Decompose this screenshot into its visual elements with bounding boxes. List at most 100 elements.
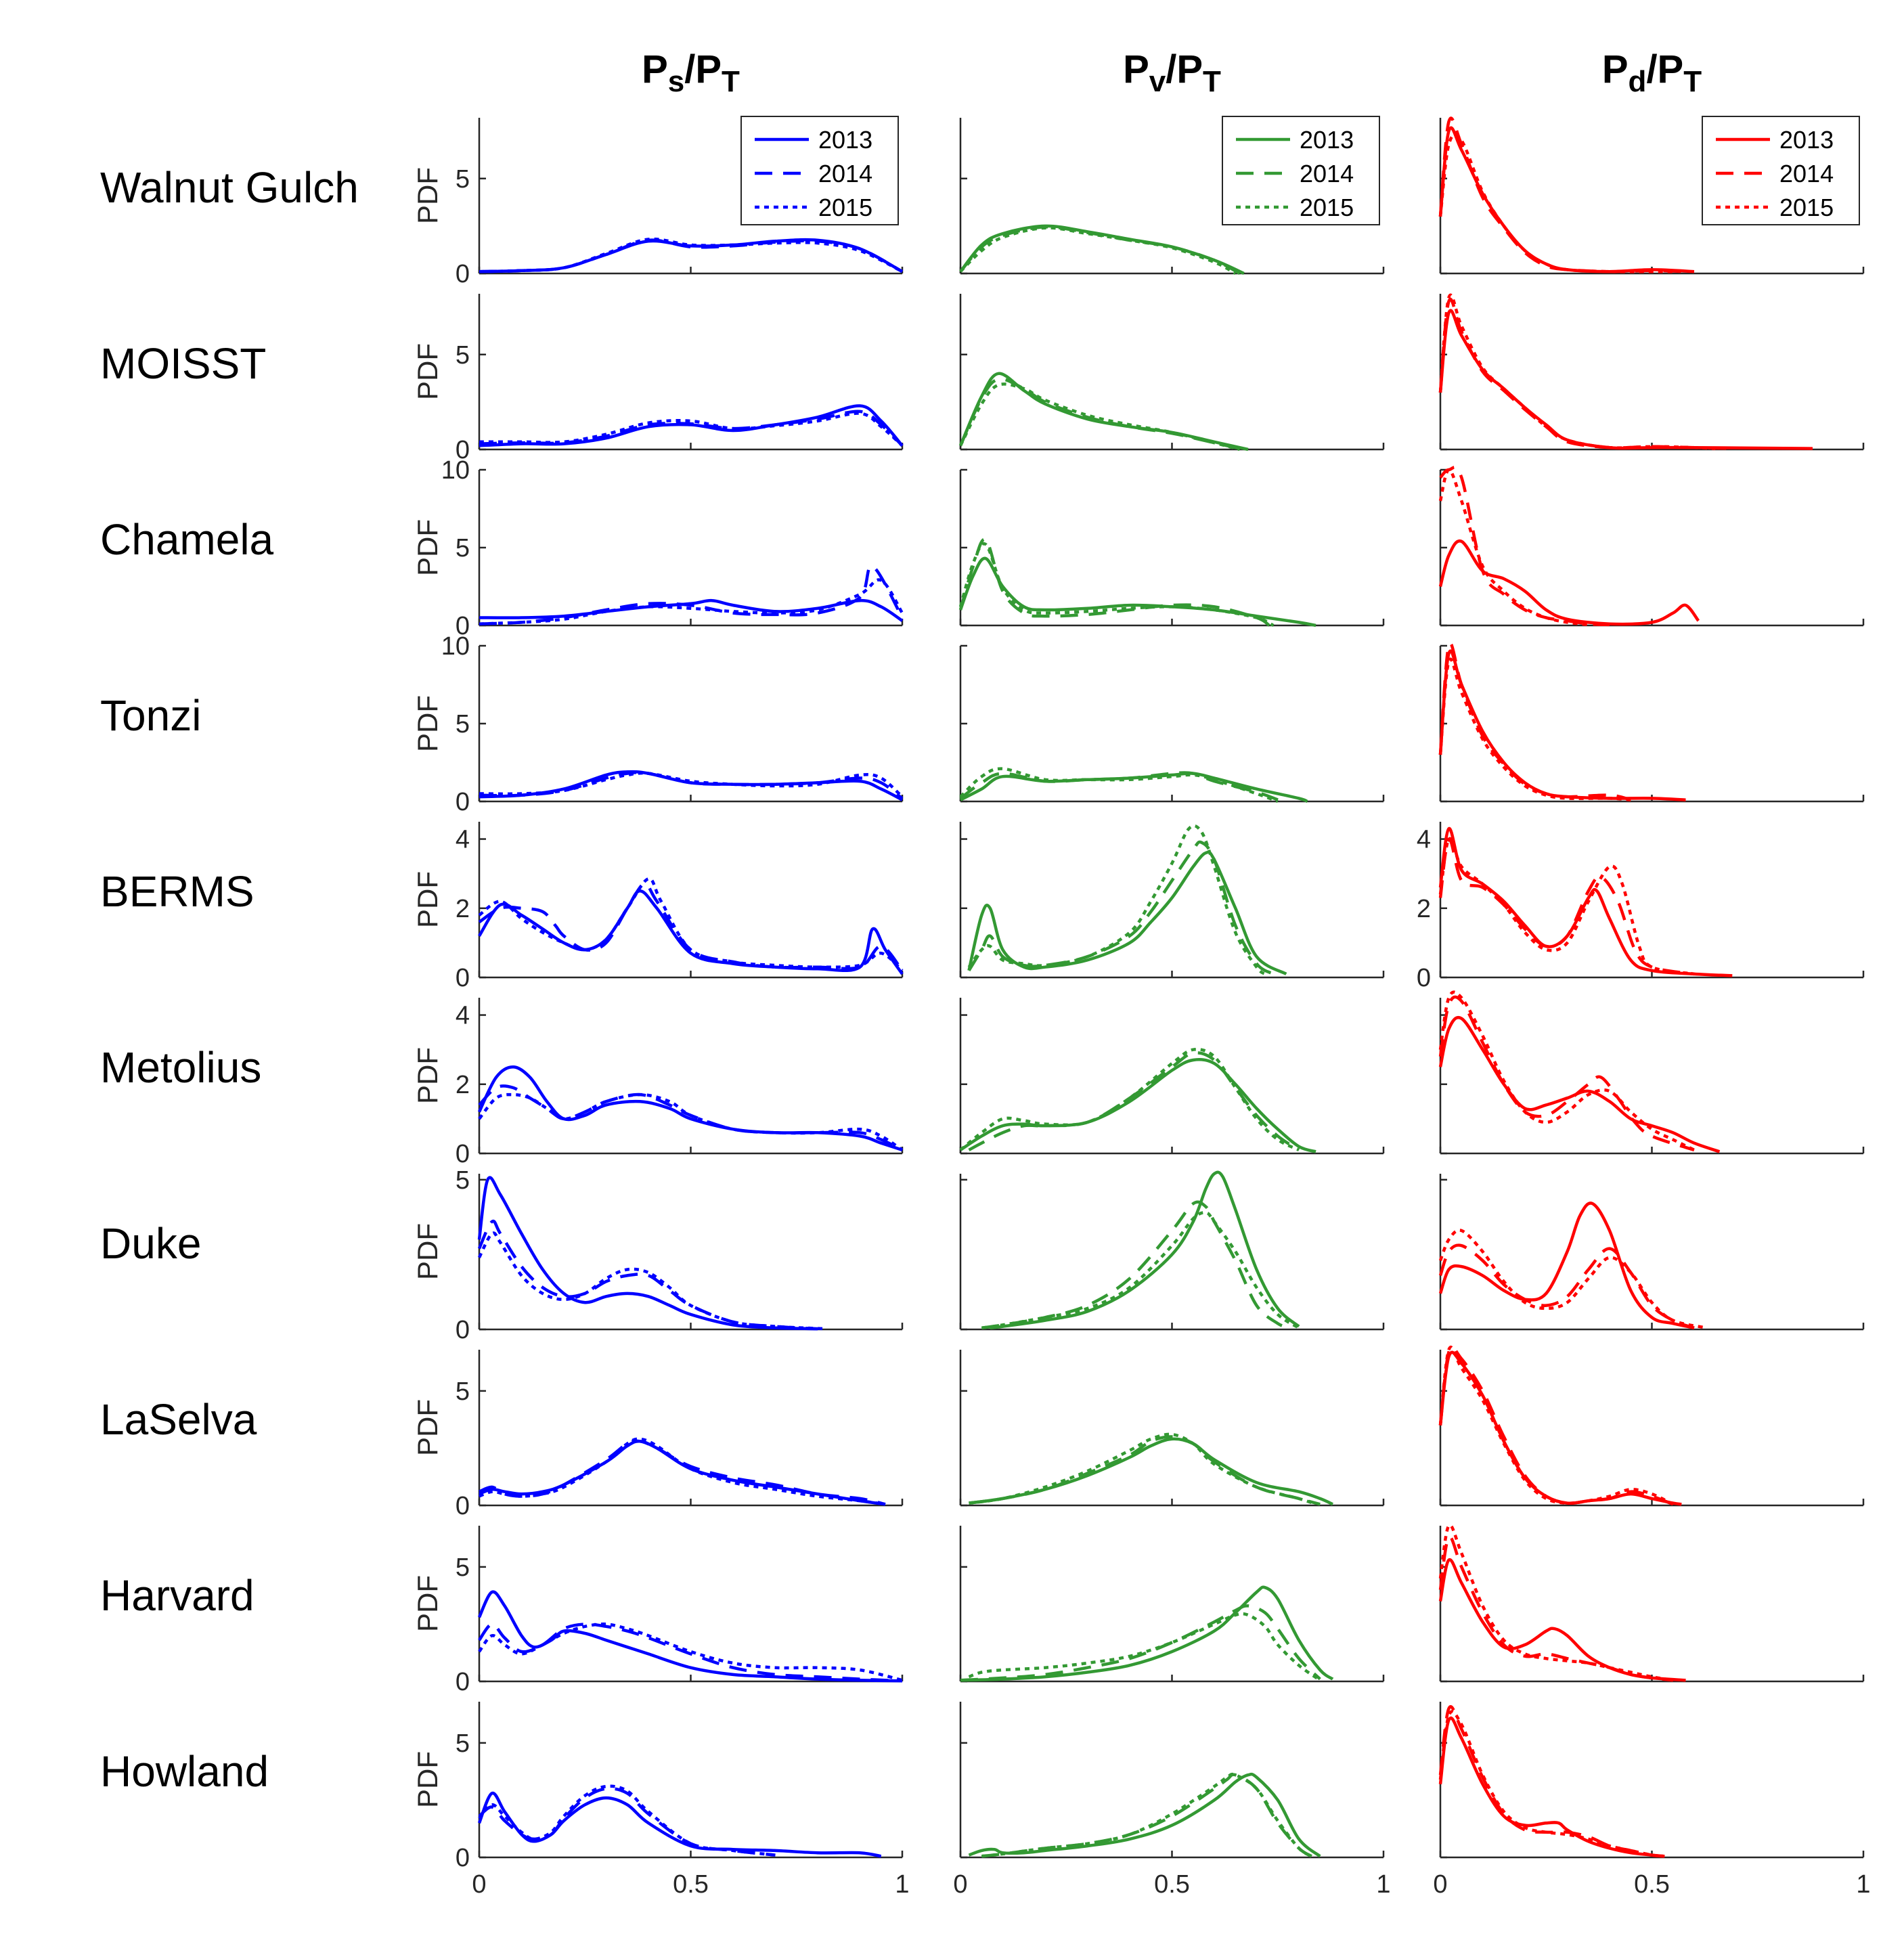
x-tick-label: 1 (1856, 1870, 1870, 1899)
series-line-2014 (1438, 1243, 1695, 1329)
site-label: Harvard (100, 1571, 254, 1620)
column-title-part: P (642, 47, 668, 91)
series-line-2015 (1438, 990, 1696, 1151)
column-title-part: /P (1646, 47, 1683, 91)
panel-10-3: 0 0.5 1 (1433, 1702, 1871, 1899)
y-tick-label: 0 (456, 1492, 470, 1520)
series-line-2015 (981, 1211, 1300, 1330)
series-line-2015 (968, 1612, 1321, 1682)
column-title-part: P (1123, 47, 1149, 91)
series-line-2014 (1438, 1346, 1674, 1506)
site-label: Metolius (100, 1043, 261, 1092)
series-line-2015 (478, 1623, 903, 1682)
legend-label: 2015 (1300, 194, 1354, 221)
site-label: Walnut Gulch (100, 163, 359, 212)
series-line-2015 (478, 1784, 776, 1857)
panel-8-3 (1438, 1346, 1865, 1507)
site-label: Chamela (100, 515, 274, 564)
legend-label: 2013 (1779, 126, 1834, 154)
legend-label: 2014 (1300, 160, 1354, 187)
y-tick-label: 10 (441, 632, 470, 661)
series-line-2014 (479, 410, 904, 447)
series-line-2013 (968, 1772, 1321, 1858)
series-line-2013 (1438, 1717, 1665, 1858)
site-label: BERMS (100, 867, 254, 916)
y-axis-label: PDF (412, 1047, 443, 1104)
y-tick-label: 4 (456, 1002, 470, 1030)
y-tick-label: 0 (456, 436, 470, 464)
series-line-2014 (1438, 837, 1695, 976)
series-line-2015 (1438, 1229, 1708, 1330)
series-line-2013 (990, 1170, 1300, 1330)
y-axis-label: PDF (412, 167, 443, 224)
x-tick-label: 0.5 (1634, 1870, 1670, 1899)
panel-10-1: 0 0.5 1 0 5 PDF (412, 1702, 910, 1899)
series-line-2014 (968, 1051, 1300, 1151)
series-line-2015 (967, 824, 1266, 975)
panel-3-1: 0 5 10 PDF (412, 456, 904, 640)
column-title-part: T (1683, 65, 1702, 98)
panel-5-3: 0 2 4 (1417, 822, 1865, 992)
column-title-part: s (668, 65, 684, 98)
series-line-2015 (958, 542, 1275, 627)
y-tick-label: 2 (1417, 895, 1431, 923)
series-line-2015 (1438, 1523, 1674, 1682)
legend-label: 2015 (1779, 194, 1834, 221)
column-titles: Ps/PT Pv/PT Pd/PT (642, 47, 1702, 98)
panel-1-3: 2013 2014 2015 (1438, 116, 1865, 275)
series-line-2013 (478, 889, 904, 975)
y-axis-label: PDF (412, 1751, 443, 1808)
column-title-2: Pv/PT (1123, 47, 1221, 98)
y-tick-label: 2 (456, 895, 470, 923)
column-title-3: Pd/PT (1602, 47, 1702, 98)
series-line-2014 (1438, 995, 1695, 1152)
series-line-2014 (959, 225, 1241, 275)
series-line-2013 (479, 598, 904, 622)
y-tick-label: 4 (1417, 826, 1431, 854)
y-tick-label: 5 (456, 534, 470, 562)
panel-2-1: 0 5 PDF (412, 294, 904, 464)
y-tick-label: 0 (1417, 964, 1431, 992)
site-labels: Walnut Gulch MOISST Chamela Tonzi BERMS Metol… (100, 163, 359, 1796)
y-axis-label: PDF (412, 343, 443, 400)
x-tick-label: 1 (1376, 1870, 1390, 1899)
panel-4-1: 0 5 10 PDF (412, 632, 904, 816)
y-tick-label: 0 (456, 1140, 470, 1168)
series-line-2014 (981, 1773, 1312, 1858)
series-line-2015 (478, 1093, 904, 1151)
series-line-2013 (1438, 309, 1813, 450)
series-line-2015 (1438, 837, 1695, 976)
y-axis-label: PDF (412, 871, 443, 928)
series-line-2015 (479, 1437, 886, 1506)
y-tick-label: 2 (456, 1071, 470, 1099)
site-label: Tonzi (100, 691, 201, 740)
y-tick-label: 5 (456, 341, 470, 370)
series-line-2013 (477, 1590, 903, 1683)
y-tick-label: 5 (456, 1166, 470, 1195)
y-tick-label: 10 (441, 456, 470, 485)
column-title-part: /P (684, 47, 722, 91)
series-line-2014 (969, 1435, 1321, 1506)
y-tick-label: 5 (456, 1729, 470, 1758)
panel-2-2 (958, 294, 1385, 451)
x-tick-label: 0.5 (1154, 1870, 1190, 1899)
panel-6-2 (959, 998, 1385, 1155)
x-tick-label: 0 (1433, 1870, 1447, 1899)
y-tick-label: 0 (456, 1316, 470, 1344)
series-line-2013 (477, 1791, 882, 1858)
panel-2-3 (1438, 293, 1865, 451)
series-line-2015 (981, 1772, 1312, 1858)
panel-10-2: 0 0.5 1 (953, 1702, 1391, 1899)
series-line-2014 (959, 771, 1283, 803)
legend: 2013 2014 2015 (740, 116, 899, 225)
series-line-2015 (479, 237, 904, 273)
column-title-part: T (722, 65, 740, 98)
series-line-2014 (1438, 1535, 1674, 1682)
series-line-2014 (981, 1200, 1291, 1330)
series-line-2015 (959, 226, 1237, 275)
legend-label: 2014 (1779, 160, 1834, 187)
y-tick-label: 5 (456, 165, 470, 194)
panel-1-1: 0 5 PDF 2013 2014 2015 (412, 116, 904, 288)
series-line-2014 (479, 771, 904, 800)
